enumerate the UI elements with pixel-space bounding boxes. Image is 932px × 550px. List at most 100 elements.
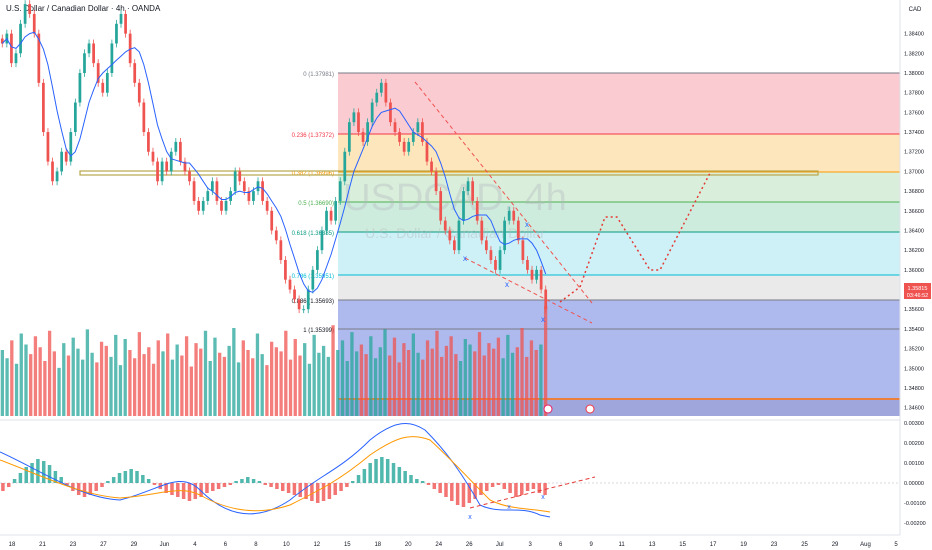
candle[interactable] [142, 102, 146, 133]
candle[interactable] [0, 38, 4, 44]
candle[interactable] [23, 4, 27, 24]
candle[interactable] [402, 141, 406, 152]
candle[interactable] [10, 33, 13, 64]
candle[interactable] [252, 191, 255, 201]
candle[interactable] [471, 181, 475, 201]
candle[interactable] [32, 13, 36, 34]
candle[interactable] [320, 230, 324, 251]
candle[interactable] [115, 23, 118, 44]
candle[interactable] [42, 82, 45, 133]
candle[interactable] [105, 73, 109, 93]
candle[interactable] [87, 43, 91, 54]
candle[interactable] [297, 299, 301, 310]
candle[interactable] [329, 210, 333, 221]
candle[interactable] [366, 122, 369, 142]
candle[interactable] [270, 210, 274, 231]
candle[interactable] [160, 161, 164, 182]
candle[interactable] [526, 260, 529, 270]
candle[interactable] [352, 112, 356, 123]
candle[interactable] [201, 200, 205, 211]
candle[interactable] [457, 220, 461, 251]
candle[interactable] [165, 161, 169, 172]
candle[interactable] [69, 132, 73, 162]
candle[interactable] [215, 181, 219, 201]
candle[interactable] [293, 289, 296, 300]
candle[interactable] [64, 151, 68, 162]
candle[interactable] [489, 250, 493, 261]
candle[interactable] [92, 43, 95, 64]
candle[interactable] [325, 210, 328, 231]
candle[interactable] [206, 191, 210, 201]
candle[interactable] [156, 161, 159, 182]
candle[interactable] [78, 73, 82, 103]
candle[interactable] [443, 220, 447, 231]
candle[interactable] [220, 200, 223, 211]
candle[interactable] [530, 269, 534, 280]
candle[interactable] [110, 43, 114, 73]
candle[interactable] [96, 63, 100, 83]
candle[interactable] [19, 23, 22, 54]
candle[interactable] [334, 200, 338, 221]
candle[interactable] [247, 191, 251, 201]
candle[interactable] [475, 200, 479, 221]
candle[interactable] [174, 141, 178, 152]
candle[interactable] [384, 82, 388, 103]
candle[interactable] [311, 269, 315, 290]
candle[interactable] [393, 122, 397, 133]
candle[interactable] [28, 4, 32, 14]
candle[interactable] [101, 82, 105, 93]
candle[interactable] [151, 151, 155, 162]
candle[interactable] [265, 200, 269, 211]
candle[interactable] [256, 181, 260, 192]
candle[interactable] [60, 151, 64, 172]
candle[interactable] [261, 181, 264, 201]
candle[interactable] [416, 122, 420, 133]
candle[interactable] [284, 260, 287, 280]
candle[interactable] [274, 230, 278, 241]
candle[interactable] [316, 250, 319, 270]
candle[interactable] [448, 230, 452, 241]
candle[interactable] [83, 53, 86, 73]
candle[interactable] [124, 13, 127, 34]
candle[interactable] [466, 181, 470, 192]
candle[interactable] [14, 53, 18, 64]
candle[interactable] [188, 171, 191, 182]
candle[interactable] [347, 122, 351, 152]
candle[interactable] [343, 151, 347, 182]
candle[interactable] [484, 240, 488, 251]
candle[interactable] [183, 161, 187, 172]
candle[interactable] [379, 82, 383, 93]
candle[interactable] [192, 181, 196, 201]
candle[interactable] [128, 33, 132, 64]
candle[interactable] [539, 269, 543, 290]
candle[interactable] [439, 191, 443, 221]
candle[interactable] [480, 220, 484, 241]
candle[interactable] [133, 63, 137, 83]
candle[interactable] [37, 33, 41, 83]
candle[interactable] [119, 13, 123, 24]
candle[interactable] [370, 102, 374, 123]
candle[interactable] [238, 171, 242, 182]
candle[interactable] [242, 181, 246, 192]
candle[interactable] [421, 122, 424, 142]
candle[interactable] [462, 191, 465, 221]
candle[interactable] [279, 240, 283, 261]
candle[interactable] [453, 240, 456, 251]
candle[interactable] [361, 132, 365, 142]
candle[interactable] [147, 132, 150, 152]
candle[interactable] [46, 132, 50, 162]
candle[interactable] [224, 200, 228, 211]
candle[interactable] [73, 102, 77, 133]
candle[interactable] [516, 220, 520, 241]
candle[interactable] [494, 260, 497, 270]
candle[interactable] [535, 269, 538, 280]
candle[interactable] [233, 171, 237, 192]
candle[interactable] [398, 132, 401, 142]
candle[interactable] [507, 210, 511, 221]
candle[interactable] [169, 151, 173, 172]
candle[interactable] [503, 220, 506, 251]
candle[interactable] [425, 141, 429, 162]
candle[interactable] [512, 210, 516, 221]
candle[interactable] [521, 240, 525, 261]
